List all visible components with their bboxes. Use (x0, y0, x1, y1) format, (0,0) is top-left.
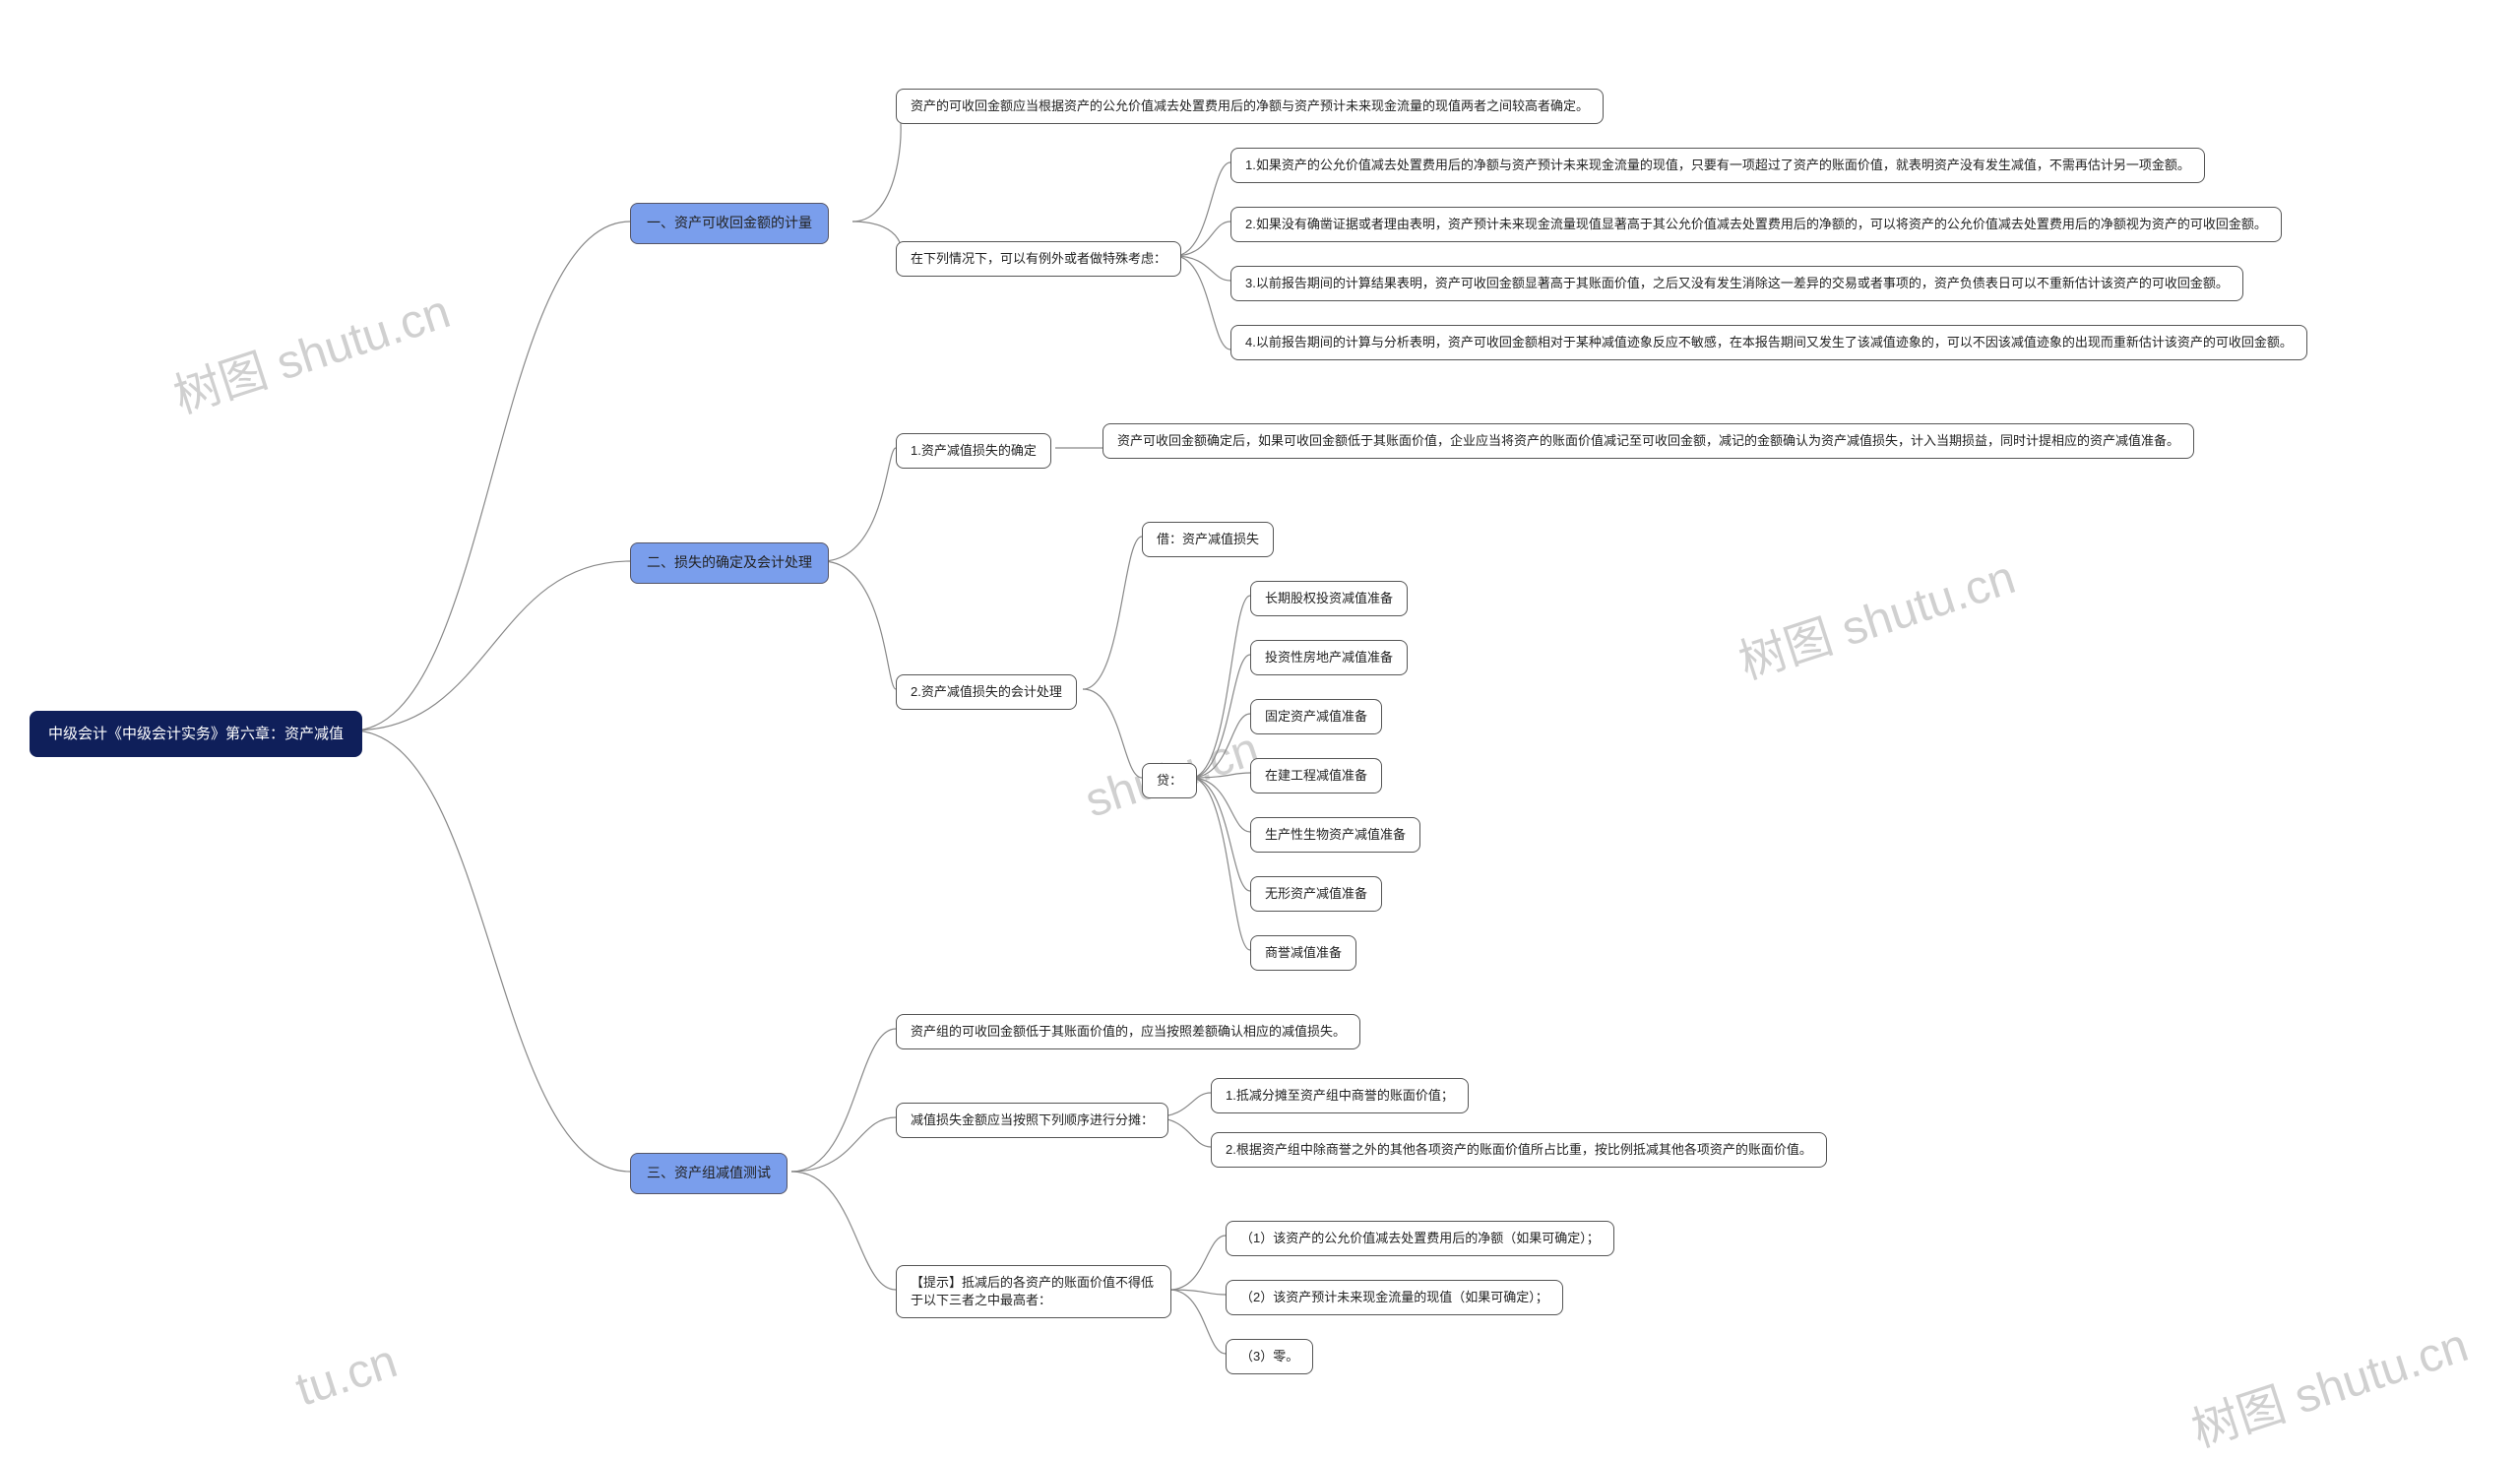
section-3: 三、资产组减值测试 (630, 1153, 788, 1194)
s3-leaf-a: 资产组的可收回金额低于其账面价值的，应当按照差额确认相应的减值损失。 (896, 1014, 1360, 1049)
s1b-leaf-1: 1.如果资产的公允价值减去处置费用后的净额与资产预计未来现金流量的现值，只要有一… (1230, 148, 2205, 183)
s3c-leaf-2: （2）该资产预计未来现金流量的现值（如果可确定）； (1226, 1280, 1563, 1315)
s1b-leaf-4: 4.以前报告期间的计算与分析表明，资产可收回金额相对于某种减值迹象反应不敏感，在… (1230, 325, 2307, 360)
watermark: 树图 shutu.cn (1729, 539, 2022, 692)
cr-item-1: 长期股权投资减值准备 (1250, 581, 1408, 616)
s2a-leaf: 资产可收回金额确定后，如果可收回金额低于其账面价值，企业应当将资产的账面价值减记… (1102, 423, 2194, 459)
watermark: 树图 shutu.cn (2181, 1306, 2475, 1460)
cr-item-7: 商誉减值准备 (1250, 935, 1356, 971)
cr-item-4: 在建工程减值准备 (1250, 758, 1382, 793)
s3-node-c: 【提示】抵减后的各资产的账面价值不得低于以下三者之中最高者： (896, 1265, 1171, 1318)
s1b-leaf-3: 3.以前报告期间的计算结果表明，资产可收回金额显著高于其账面价值，之后又没有发生… (1230, 266, 2243, 301)
root-node: 中级会计《中级会计实务》第六章：资产减值 (30, 711, 362, 757)
section-1: 一、资产可收回金额的计量 (630, 203, 829, 244)
cr-item-6: 无形资产减值准备 (1250, 876, 1382, 912)
cr-item-3: 固定资产减值准备 (1250, 699, 1382, 734)
section-2: 二、损失的确定及会计处理 (630, 542, 829, 584)
s1b-leaf-2: 2.如果没有确凿证据或者理由表明，资产预计未来现金流量现值显著高于其公允价值减去… (1230, 207, 2282, 242)
watermark: tu.cn (289, 1334, 404, 1417)
s2b-cr: 贷： (1142, 763, 1197, 798)
watermark: 树图 shutu.cn (163, 273, 457, 426)
s2-node-a: 1.资产减值损失的确定 (896, 433, 1051, 469)
s3b-leaf-2: 2.根据资产组中除商誉之外的其他各项资产的账面价值所占比重，按比例抵减其他各项资… (1211, 1132, 1827, 1168)
s3c-leaf-3: （3）零。 (1226, 1339, 1313, 1374)
cr-item-2: 投资性房地产减值准备 (1250, 640, 1408, 675)
s3b-leaf-1: 1.抵减分摊至资产组中商誉的账面价值； (1211, 1078, 1469, 1113)
s1-leaf-a: 资产的可收回金额应当根据资产的公允价值减去处置费用后的净额与资产预计未来现金流量… (896, 89, 1604, 124)
cr-item-5: 生产性生物资产减值准备 (1250, 817, 1420, 853)
s2-node-b: 2.资产减值损失的会计处理 (896, 674, 1077, 710)
s3-node-b: 减值损失金额应当按照下列顺序进行分摊： (896, 1103, 1168, 1138)
s3c-leaf-1: （1）该资产的公允价值减去处置费用后的净额（如果可确定）； (1226, 1221, 1614, 1256)
s2b-dr: 借：资产减值损失 (1142, 522, 1274, 557)
s1-node-b: 在下列情况下，可以有例外或者做特殊考虑： (896, 241, 1181, 277)
